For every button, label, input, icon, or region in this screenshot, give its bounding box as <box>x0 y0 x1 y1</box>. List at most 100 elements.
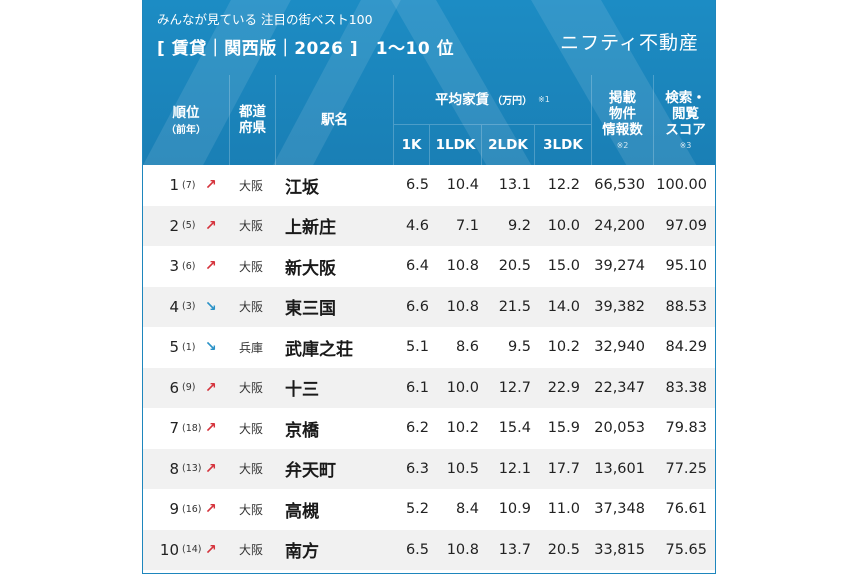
rent-3ldk: 12.2 <box>547 177 580 194</box>
rank: 4 <box>169 297 179 316</box>
col-station: 駅名 <box>275 75 393 165</box>
station-name: 高槻 <box>285 501 319 522</box>
rent-1k: 6.1 <box>405 379 429 396</box>
previous-rank: (1) <box>182 341 196 353</box>
rent-1ldk: 8.6 <box>455 339 479 356</box>
rent-1k: 6.6 <box>405 298 429 315</box>
trend-down-icon: ↘ <box>205 339 217 356</box>
station-name: 弁天町 <box>285 461 336 482</box>
station-name: 東三国 <box>285 299 336 320</box>
search-score: 75.65 <box>665 541 707 558</box>
table-row: 6 (9) ↗ 大阪 十三 6.1 10.0 12.7 22.9 22,347 … <box>143 367 715 408</box>
prefecture: 大阪 <box>239 543 264 558</box>
col-3ldk: 3LDK <box>534 125 591 165</box>
rent-1ldk: 10.5 <box>446 460 479 477</box>
trend-up-icon: ↗ <box>205 258 217 275</box>
rank: 3 <box>169 257 179 276</box>
col-1k: 1K <box>393 125 429 165</box>
previous-rank: (7) <box>182 179 196 191</box>
col-prefecture: 都道 府県 <box>229 75 275 165</box>
col-rank-label: 順位 <box>172 104 200 121</box>
search-score: 84.29 <box>665 339 707 356</box>
table-row: 8 (13) ↗ 大阪 弁天町 6.3 10.5 12.1 17.7 13,60… <box>143 448 715 489</box>
rent-3ldk: 15.0 <box>547 258 580 275</box>
rent-1k: 5.1 <box>405 339 429 356</box>
col-listings-label-3: 情報数 <box>602 122 643 138</box>
table-row: 1 (7) ↗ 大阪 江坂 6.5 10.4 13.1 12.2 66,530 … <box>143 165 715 206</box>
trend-up-icon: ↗ <box>205 420 217 437</box>
previous-rank: (6) <box>182 260 196 272</box>
col-station-label: 駅名 <box>321 112 348 128</box>
rank: 10 <box>159 540 179 559</box>
rank: 6 <box>169 378 179 397</box>
rent-3ldk: 22.9 <box>547 379 580 396</box>
rent-1ldk: 10.2 <box>446 420 479 437</box>
station-name: 京橋 <box>285 420 319 441</box>
rent-2ldk: 10.9 <box>498 501 531 518</box>
listings-count: 66,530 <box>594 177 645 194</box>
prefecture: 兵庫 <box>239 340 264 355</box>
trend-up-icon: ↗ <box>205 217 217 234</box>
search-score: 77.25 <box>665 460 707 477</box>
table-row: 4 (3) ↘ 大阪 東三国 6.6 10.8 21.5 14.0 39,382… <box>143 286 715 327</box>
rent-2ldk: 13.7 <box>498 541 531 558</box>
col-1k-label: 1K <box>401 137 422 153</box>
rank: 2 <box>169 216 179 235</box>
rent-3ldk: 10.0 <box>547 217 580 234</box>
rent-1k: 6.5 <box>405 177 429 194</box>
search-score: 88.53 <box>665 298 707 315</box>
rank: 5 <box>169 338 179 357</box>
col-score-label-2: 閲覧 <box>672 106 699 122</box>
subtitle: みんなが見ている 注目の街ベスト100 <box>157 12 373 27</box>
trend-up-icon: ↗ <box>205 541 217 558</box>
rent-3ldk: 11.0 <box>547 501 580 518</box>
col-prefecture-label-1: 都道 <box>239 104 266 120</box>
listings-count: 20,053 <box>594 420 645 437</box>
col-avg-rent-note: ※1 <box>538 95 550 104</box>
search-score: 79.83 <box>665 420 707 437</box>
col-2ldk: 2LDK <box>481 125 534 165</box>
title-area: みんなが見ている 注目の街ベスト100 [ 賃貸｜関西版｜2026 ] 1〜10… <box>157 12 454 59</box>
col-rank: 順位 （前年） <box>143 75 229 165</box>
rent-2ldk: 20.5 <box>498 258 531 275</box>
col-listings-label-2: 物件 <box>609 106 636 122</box>
search-score: 97.09 <box>665 217 707 234</box>
prefecture: 大阪 <box>239 259 264 274</box>
rent-2ldk: 15.4 <box>498 420 531 437</box>
prefecture: 大阪 <box>239 300 264 315</box>
search-score: 95.10 <box>665 258 707 275</box>
rent-1k: 6.5 <box>405 541 429 558</box>
rent-2ldk: 9.2 <box>507 217 531 234</box>
prefecture: 大阪 <box>239 462 264 477</box>
previous-rank: (5) <box>182 220 196 232</box>
trend-up-icon: ↗ <box>205 460 217 477</box>
rent-3ldk: 10.2 <box>547 339 580 356</box>
col-avg-rent: 平均家賃 （万円） ※1 <box>393 75 591 125</box>
rent-1k: 6.2 <box>405 420 429 437</box>
rent-2ldk: 13.1 <box>498 177 531 194</box>
col-prefecture-label-2: 府県 <box>239 120 266 136</box>
previous-rank: (3) <box>182 301 196 313</box>
rent-3ldk: 14.0 <box>547 298 580 315</box>
previous-rank: (18) <box>182 422 202 434</box>
trend-up-icon: ↗ <box>205 379 217 396</box>
table-row: 3 (6) ↗ 大阪 新大阪 6.4 10.8 20.5 15.0 39,274… <box>143 246 715 287</box>
prefecture: 大阪 <box>239 219 264 234</box>
listings-count: 13,601 <box>594 460 645 477</box>
previous-rank: (13) <box>182 463 202 475</box>
listings-count: 33,815 <box>594 541 645 558</box>
col-listings-label-1: 掲載 <box>609 90 636 106</box>
prefecture: 大阪 <box>239 502 264 517</box>
table-row: 10 (14) ↗ 大阪 南方 6.5 10.8 13.7 20.5 33,81… <box>143 529 715 570</box>
rent-2ldk: 12.1 <box>498 460 531 477</box>
station-name: 江坂 <box>285 177 319 198</box>
table-row: 2 (5) ↗ 大阪 上新庄 4.6 7.1 9.2 10.0 24,200 9… <box>143 205 715 246</box>
col-1ldk-label: 1LDK <box>435 137 476 153</box>
trend-down-icon: ↘ <box>205 298 217 315</box>
rent-2ldk: 12.7 <box>498 379 531 396</box>
trend-up-icon: ↗ <box>205 177 217 194</box>
prefecture: 大阪 <box>239 421 264 436</box>
col-score-label-3: スコア <box>665 122 706 138</box>
search-score: 100.00 <box>656 177 707 194</box>
rent-1k: 4.6 <box>405 217 429 234</box>
